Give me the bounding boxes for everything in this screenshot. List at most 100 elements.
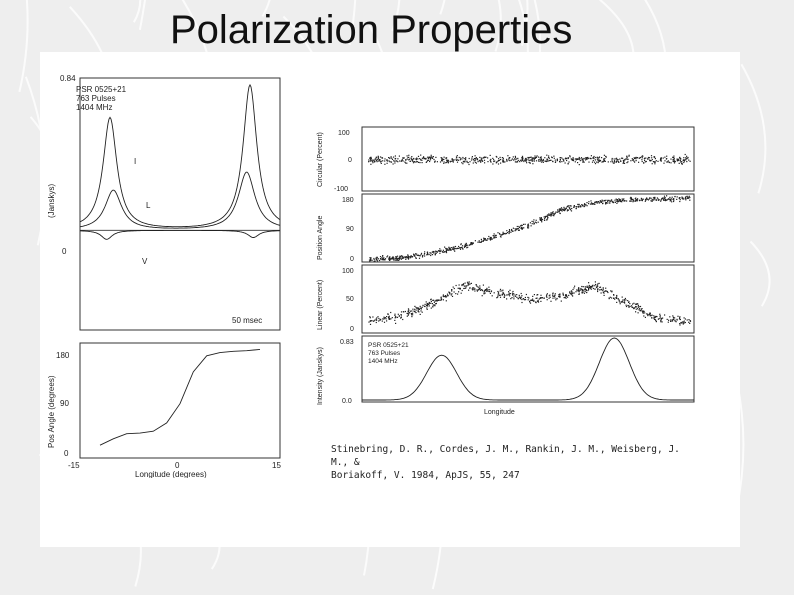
linear-point (513, 296, 515, 298)
linear-point (571, 292, 573, 294)
linear-point (479, 289, 482, 291)
linear-point (484, 289, 487, 291)
position-angle-point (407, 254, 409, 256)
linear-point (611, 297, 613, 299)
circular-point (645, 157, 647, 159)
circular-point (597, 160, 599, 162)
position-angle-point (649, 197, 651, 199)
linear-point (569, 292, 571, 294)
linear-point (487, 289, 489, 291)
circular-point (370, 163, 372, 165)
curve-label-v: V (142, 257, 148, 266)
circular-point (413, 161, 415, 163)
position-angle-point (453, 246, 455, 248)
linear-point (449, 293, 451, 295)
position-angle-point (573, 205, 575, 207)
position-angle-point (601, 201, 603, 203)
position-angle-point (556, 211, 558, 213)
circular-point (569, 155, 571, 157)
linear-point (619, 303, 621, 305)
linear-point (377, 316, 379, 318)
position-angle-point (434, 254, 436, 256)
linear-point (427, 303, 429, 305)
position-angle-point (507, 232, 509, 234)
circular-point (603, 154, 605, 156)
linear-point (511, 292, 514, 294)
position-angle-point (686, 195, 688, 197)
position-angle-point (544, 215, 546, 218)
position-angle-point (630, 198, 632, 200)
circular-point (660, 158, 662, 160)
circular-point (605, 156, 607, 158)
circular-point (519, 161, 521, 163)
linear-point (565, 294, 567, 296)
linear-point (583, 292, 585, 294)
circular-point (684, 153, 686, 156)
position-angle-point (470, 242, 472, 244)
circular-point (415, 158, 417, 160)
position-angle-point (464, 245, 466, 247)
linear-point (463, 285, 465, 287)
position-angle-point (548, 213, 550, 215)
linear-point (453, 291, 455, 293)
linear-point (529, 301, 531, 303)
circular-point (421, 159, 423, 161)
position-angle-point (527, 226, 529, 228)
linear-point (415, 312, 417, 314)
position-angle-point (420, 254, 422, 256)
linear-point (559, 296, 561, 298)
circular-point (553, 157, 555, 159)
linear-point (375, 321, 377, 324)
circular-point (453, 159, 455, 161)
linear-point (433, 301, 435, 303)
linear-point (584, 288, 586, 290)
circular-point (494, 160, 496, 162)
linear-point (369, 316, 371, 318)
circular-point (459, 159, 461, 161)
linear-point (644, 316, 646, 318)
circular-point (455, 159, 457, 161)
linear-point (432, 304, 435, 306)
position-angle-point (382, 258, 384, 260)
linear-point (384, 317, 386, 319)
linear-point (653, 315, 655, 317)
profile-line-i (79, 83, 281, 228)
linear-point (440, 297, 442, 299)
circular-point (463, 158, 465, 160)
circular-point (571, 159, 573, 161)
profile-ylabel: (Janskys) (47, 183, 56, 218)
circular-point (596, 158, 598, 160)
circular-point (581, 159, 583, 161)
circular-point (538, 159, 540, 161)
linear-point (537, 301, 540, 303)
circular-point (516, 161, 518, 163)
circular-point (642, 155, 644, 157)
linear-point (624, 297, 626, 300)
circular-point (579, 158, 581, 160)
linear-point (629, 305, 631, 307)
position-angle-point (393, 257, 395, 259)
position-angle-point (450, 247, 452, 249)
position-angle-point (588, 201, 590, 203)
circular-point (575, 158, 577, 160)
position-angle-point (523, 227, 525, 229)
linear-point (552, 293, 554, 295)
position-angle-point (652, 199, 654, 201)
linear-point (400, 314, 402, 316)
position-angle-point (502, 233, 504, 235)
position-angle-point (445, 247, 447, 249)
position-angle-point (400, 258, 403, 260)
position-angle-point (500, 234, 502, 236)
pa-panel-frame (79, 342, 281, 459)
profile-ytick-label: 0 (62, 247, 67, 256)
linear-point (528, 297, 530, 299)
linear-point (387, 316, 390, 318)
position-angle-point (379, 256, 382, 258)
circular-point (634, 157, 636, 159)
position-angle-point (547, 217, 549, 219)
circular-point (530, 159, 532, 161)
position-angle-point (424, 251, 426, 253)
linear-point (570, 290, 572, 292)
circular-point (415, 159, 418, 161)
circular-point (500, 162, 502, 164)
